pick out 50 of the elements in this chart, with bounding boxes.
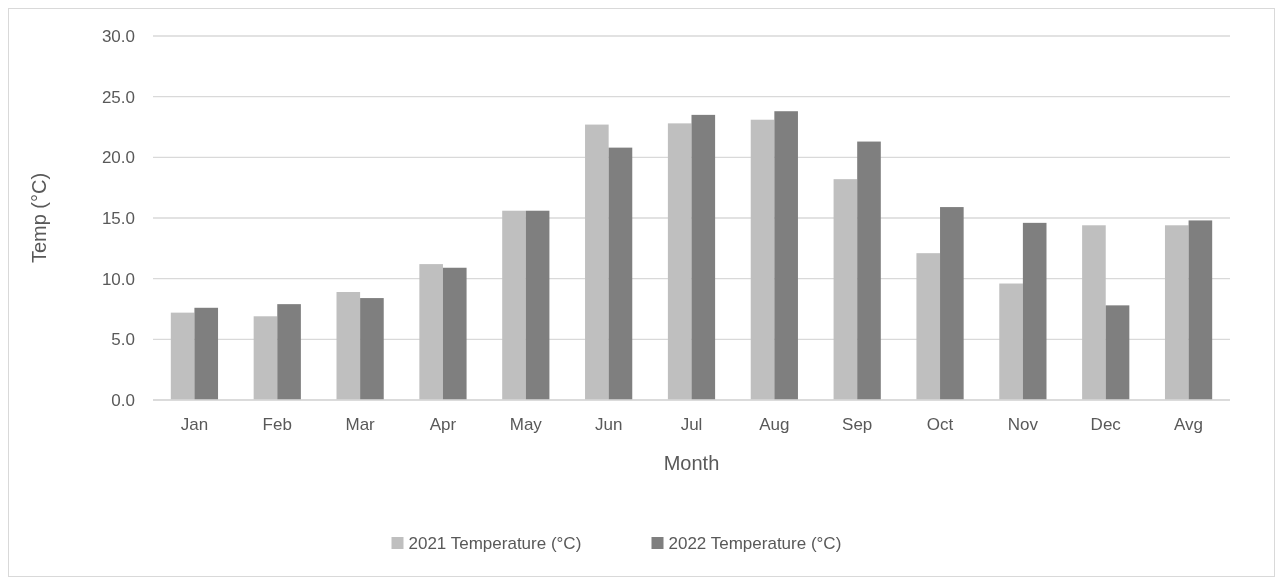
y-tick-label: 20.0 — [101, 148, 135, 168]
bar — [667, 123, 692, 400]
bar — [585, 124, 609, 400]
bar — [833, 179, 858, 400]
x-tick-label: May — [509, 415, 543, 434]
bar — [360, 298, 384, 400]
x-tick-label: Jul — [680, 415, 703, 434]
bar — [774, 111, 798, 400]
x-tick-label: Dec — [1090, 415, 1122, 434]
x-tick-label: Feb — [262, 415, 292, 434]
x-tick-label: Sep — [842, 415, 873, 434]
bar — [419, 264, 443, 400]
bar — [916, 253, 941, 400]
x-tick-label: Jan — [180, 415, 209, 434]
x-tick-label: Oct — [926, 415, 954, 434]
bar — [1188, 220, 1213, 400]
bar — [940, 207, 964, 400]
bar — [1164, 225, 1189, 400]
y-tick-label: 30.0 — [101, 26, 135, 46]
x-tick-label: Aug — [759, 415, 790, 434]
bar — [502, 210, 526, 400]
bar — [170, 312, 195, 400]
bar — [194, 307, 219, 400]
bar — [1022, 222, 1047, 400]
bar — [336, 292, 361, 400]
bar — [857, 141, 881, 400]
bar — [253, 316, 278, 400]
bar — [1105, 305, 1130, 400]
y-tick-label: 15.0 — [101, 208, 135, 228]
x-tick-label: Nov — [1007, 415, 1039, 434]
bar — [442, 267, 467, 400]
x-axis-title: Month — [663, 452, 720, 474]
y-tick-label: 25.0 — [101, 87, 135, 107]
y-tick-label: 0.0 — [111, 390, 135, 410]
x-tick-label: Mar — [345, 415, 376, 434]
y-tick-label: 10.0 — [101, 269, 135, 289]
y-axis-title: Temp (°C) — [28, 172, 50, 264]
bar — [999, 283, 1023, 400]
bar — [608, 147, 633, 400]
bar — [750, 119, 775, 400]
bar — [1082, 225, 1106, 400]
bar — [277, 304, 301, 400]
y-tick-label: 5.0 — [111, 330, 135, 350]
legend-label: 2021 Temperature (°C) — [408, 534, 582, 553]
bar — [691, 114, 716, 400]
legend-label: 2022 Temperature (°C) — [668, 534, 842, 553]
bar — [525, 210, 550, 400]
x-tick-label: Apr — [429, 415, 457, 434]
x-tick-label: Jun — [594, 415, 623, 434]
x-tick-label: Avg — [1174, 415, 1204, 434]
